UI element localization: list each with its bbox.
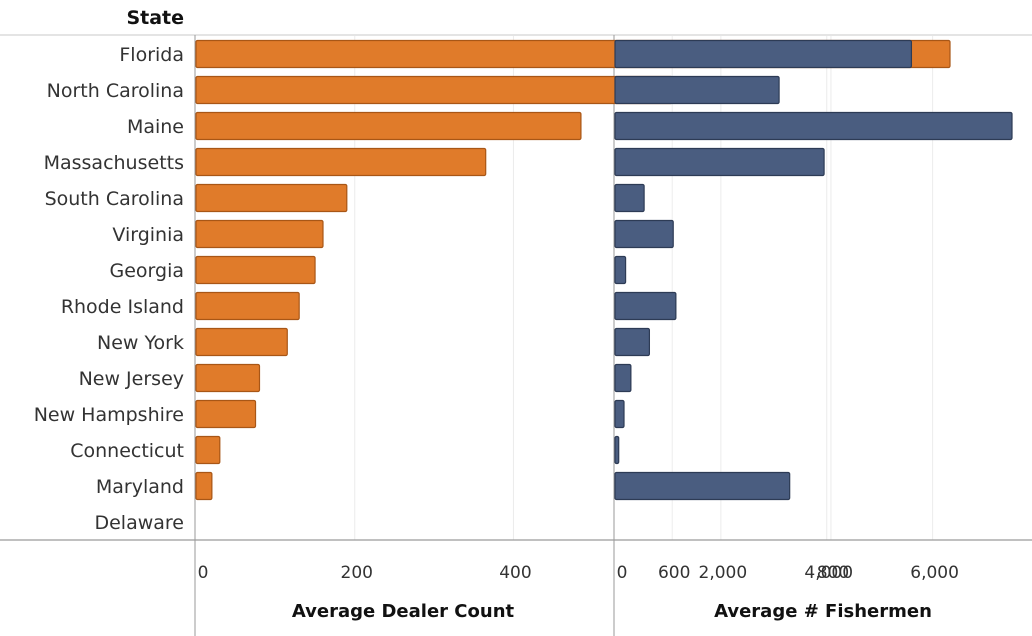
- tick-label-0-3: 600: [658, 563, 690, 583]
- bar-average-fishermen-rhode-island: [614, 291, 677, 321]
- state-label-new-york: New York: [97, 332, 184, 354]
- state-column-header: State: [126, 7, 184, 29]
- bar-average-fishermen-south-carolina: [614, 183, 645, 213]
- state-label-virginia: Virginia: [112, 224, 184, 246]
- axis-titles: Average Dealer Count Average # Fishermen: [292, 601, 932, 622]
- gridlines: [354, 36, 934, 540]
- bar-average-dealer-count-north-carolina: [195, 75, 673, 105]
- tick-label-1-1: 2,000: [699, 563, 748, 583]
- bar-average-dealer-count-georgia: [195, 255, 316, 285]
- tick-label-1-0: 0: [617, 563, 628, 583]
- chart-frame: [0, 34, 1032, 636]
- bar-average-fishermen-massachusetts: [614, 147, 825, 177]
- tick-label-0-0: 0: [198, 563, 209, 583]
- bar-average-dealer-count-new-hampshire: [195, 399, 257, 429]
- state-label-georgia: Georgia: [110, 260, 185, 282]
- tick-label-1-3: 6,000: [910, 563, 959, 583]
- bar-average-fishermen-georgia: [614, 255, 627, 285]
- bar-average-fishermen-north-carolina: [614, 75, 780, 105]
- bar-average-dealer-count-maryland: [195, 471, 213, 501]
- bar-average-dealer-count-maine: [195, 111, 582, 141]
- state-labels: Florida North Carolina Maine Massachusetts S…: [34, 44, 184, 534]
- state-label-new-hampshire: New Hampshire: [34, 404, 184, 426]
- tick-label-1-2: 4,000: [804, 563, 853, 583]
- bar-average-fishermen-maryland: [614, 471, 791, 501]
- state-label-rhode-island: Rhode Island: [61, 296, 184, 318]
- bar-average-dealer-count-massachusetts: [195, 147, 487, 177]
- state-label-florida: Florida: [119, 44, 184, 66]
- bar-average-fishermen-new-york: [614, 327, 651, 357]
- state-label-delaware: Delaware: [94, 512, 184, 534]
- bars: [195, 39, 1013, 501]
- state-label-maryland: Maryland: [96, 476, 184, 498]
- tick-label-0-1: 200: [341, 563, 373, 583]
- state-label-massachusetts: Massachusetts: [44, 152, 184, 174]
- state-label-connecticut: Connecticut: [70, 440, 184, 462]
- bar-average-fishermen-maine: [614, 111, 1013, 141]
- bar-average-dealer-count-south-carolina: [195, 183, 348, 213]
- state-label-south-carolina: South Carolina: [45, 188, 184, 210]
- bar-average-fishermen-connecticut: [614, 435, 620, 465]
- bar-average-fishermen-new-hampshire: [614, 399, 625, 429]
- axis-ticks: 0 200 400 600 800 0 2,000 4,000 6,000: [198, 563, 959, 583]
- state-label-new-jersey: New Jersey: [79, 368, 184, 390]
- bar-average-dealer-count-connecticut: [195, 435, 221, 465]
- state-label-north-carolina: North Carolina: [47, 80, 184, 102]
- axis-title-0: Average Dealer Count: [292, 601, 515, 622]
- bar-average-dealer-count-rhode-island: [195, 291, 300, 321]
- bar-average-fishermen-virginia: [614, 219, 674, 249]
- bar-average-dealer-count-new-york: [195, 327, 288, 357]
- bar-average-fishermen-new-jersey: [614, 363, 632, 393]
- tick-label-0-2: 400: [499, 563, 531, 583]
- axis-title-1: Average # Fishermen: [714, 601, 932, 622]
- bar-average-dealer-count-new-jersey: [195, 363, 261, 393]
- tick-label-0-4: 800: [817, 563, 849, 583]
- bar-average-fishermen-florida: [614, 39, 913, 69]
- bar-average-dealer-count-virginia: [195, 219, 324, 249]
- state-label-maine: Maine: [127, 116, 184, 138]
